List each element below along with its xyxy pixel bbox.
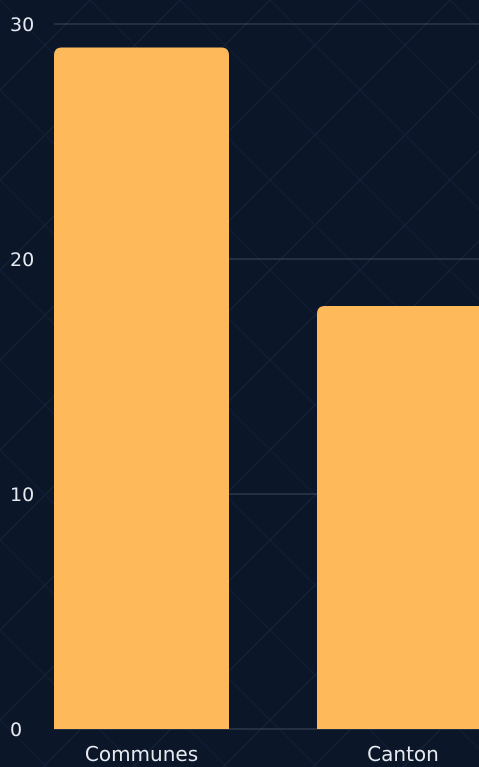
bars xyxy=(54,47,479,730)
x-category-label: Communes xyxy=(85,742,198,766)
x-category-label: Canton xyxy=(367,742,439,766)
x-axis-category-labels: Communes Canton xyxy=(85,742,439,766)
y-tick-label: 0 xyxy=(10,719,22,741)
bar-canton[interactable] xyxy=(317,306,479,729)
y-axis-tick-labels: 0 10 20 30 xyxy=(10,14,34,741)
y-tick-label: 20 xyxy=(10,249,34,271)
y-tick-label: 10 xyxy=(10,484,34,506)
y-tick-label: 30 xyxy=(10,14,34,36)
bar-communes[interactable] xyxy=(54,47,229,730)
